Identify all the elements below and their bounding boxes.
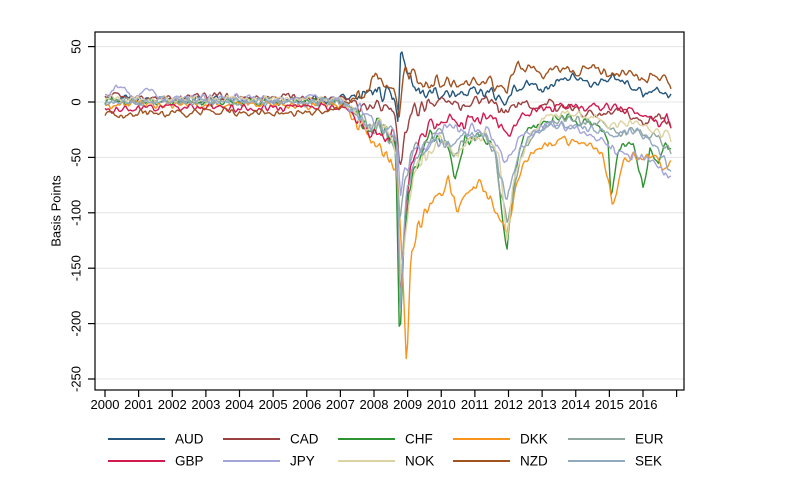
x-tick-label: 2008 (360, 397, 389, 412)
x-tick-label: 2010 (427, 397, 456, 412)
legend-label-AUD: AUD (175, 432, 204, 447)
x-tick-label: 2013 (528, 397, 557, 412)
legend-label-EUR: EUR (635, 432, 664, 447)
x-tick-label: 2001 (124, 397, 153, 412)
legend-item-NZD: NZD (453, 454, 548, 469)
plot-frame (94, 31, 685, 391)
legend-label-CAD: CAD (290, 432, 319, 447)
x-tick-label: 2016 (629, 397, 658, 412)
legend-item-JPY: JPY (223, 454, 315, 469)
legend-item-GBP: GBP (108, 454, 204, 469)
series-line-SEK (104, 95, 672, 309)
gridlines (95, 46, 684, 380)
legend-item-SEK: SEK (568, 454, 662, 469)
x-tick-label: 2011 (461, 397, 489, 412)
y-tick-label: -150 (69, 255, 84, 281)
y-tick-label: -200 (69, 311, 84, 337)
legend-label-CHF: CHF (405, 432, 433, 447)
x-tick-label: 2009 (393, 397, 422, 412)
x-axis: 2000 2001 2002 2003 2004 2005 2006 2007 2008 2009… (91, 390, 678, 412)
legend-label-DKK: DKK (520, 432, 548, 447)
series-lines (104, 51, 672, 360)
legend-item-CHF: CHF (338, 432, 433, 447)
series-line-EUR (104, 96, 672, 224)
x-tick-label: 2004 (225, 397, 254, 412)
y-tick-label: -250 (69, 366, 84, 392)
legend-item-AUD: AUD (108, 432, 204, 447)
series-line-CHF (104, 97, 672, 327)
x-tick-label: 2014 (561, 397, 590, 412)
legend-label-NZD: NZD (520, 454, 548, 469)
series-line-NOK (104, 94, 672, 275)
y-tick-label: 50 (69, 39, 84, 53)
x-tick-label: 2000 (91, 397, 120, 412)
legend-label-NOK: NOK (405, 454, 434, 469)
series-line-NZD (104, 60, 672, 119)
legend-label-JPY: JPY (290, 454, 315, 469)
y-tick-label: -100 (69, 200, 84, 226)
legend-item-DKK: DKK (453, 432, 548, 447)
x-tick-label: 2006 (292, 397, 321, 412)
series-line-AUD (104, 51, 672, 122)
legend-item-EUR: EUR (568, 432, 664, 447)
x-tick-label: 2003 (191, 397, 220, 412)
y-axis-title: Basis Points (48, 175, 64, 247)
y-tick-label: -50 (69, 148, 84, 167)
x-tick-label: 2015 (595, 397, 624, 412)
series-line-GBP (104, 102, 672, 303)
x-tick-label: 2012 (494, 397, 523, 412)
x-tick-label: 2002 (158, 397, 187, 412)
series-line-CAD (104, 91, 672, 165)
legend-label-GBP: GBP (175, 454, 204, 469)
legend: AUD CAD CHF DKK EUR GBP JPY NOK NZD SEK (108, 432, 664, 469)
y-axis: 50 0 -50 -100 -150 -200 -250 (69, 39, 95, 392)
x-tick-label: 2005 (259, 397, 288, 412)
legend-label-SEK: SEK (635, 454, 662, 469)
y-tick-label: 0 (69, 98, 84, 105)
x-tick-label: 2007 (326, 397, 355, 412)
legend-item-NOK: NOK (338, 454, 434, 469)
legend-item-CAD: CAD (223, 432, 319, 447)
